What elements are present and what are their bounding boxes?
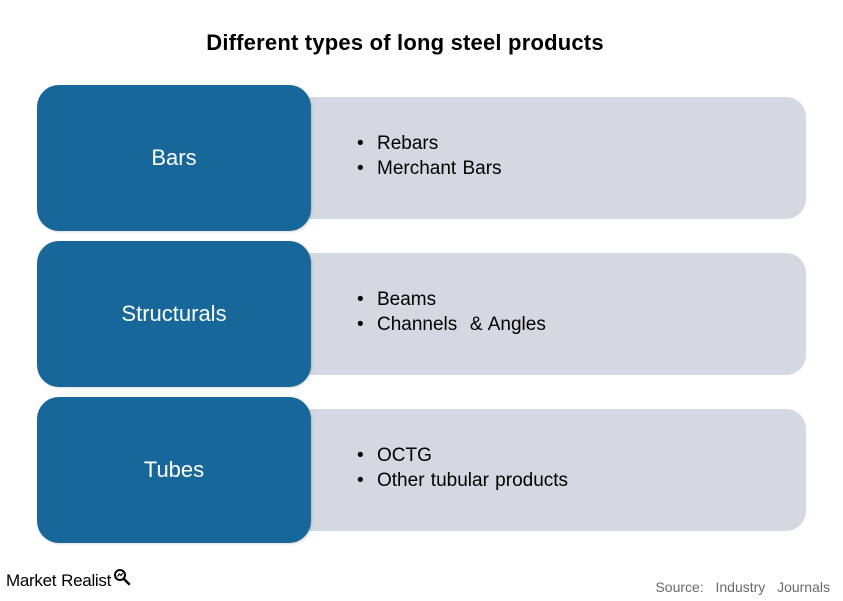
list-item-label: Rebars (377, 133, 439, 154)
bullet-icon: • (357, 158, 364, 179)
category-box-tubes: Tubes (37, 397, 311, 543)
list-item-label: OCTG (377, 445, 432, 466)
bullet-icon: • (357, 289, 364, 310)
bullet-icon: • (357, 445, 364, 466)
list-item: • Merchant Bars (357, 156, 806, 181)
list-item: • Channels & Angles (357, 312, 806, 337)
bullet-icon: • (357, 470, 364, 491)
detail-list: • OCTG • Other tubular products (357, 443, 806, 493)
list-item-label: Beams (377, 289, 437, 310)
category-label: Tubes (143, 457, 205, 482)
detail-panel: • OCTG • Other tubular products (290, 409, 806, 531)
list-item-label: Channels & Angles (377, 314, 546, 335)
logo-text-realist: Realist (61, 571, 112, 590)
bullet-icon: • (357, 314, 364, 335)
list-item: • Beams (357, 287, 806, 312)
detail-panel: • Rebars • Merchant Bars (290, 97, 806, 219)
category-box-bars: Bars (37, 85, 311, 231)
list-item-label: Other tubular products (377, 470, 569, 491)
brand-logo: Market Realist (6, 568, 131, 593)
bullet-icon: • (357, 133, 364, 154)
category-label: Structurals (121, 301, 227, 326)
source-note: Source: Industry Journals (655, 579, 830, 595)
list-item-label: Merchant Bars (377, 158, 502, 179)
category-row-bars: • Rebars • Merchant Bars Bars (0, 85, 843, 231)
list-item: • OCTG (357, 443, 806, 468)
category-row-tubes: • OCTG • Other tubular products Tubes (0, 397, 843, 543)
category-label: Bars (151, 145, 197, 170)
detail-list: • Rebars • Merchant Bars (357, 131, 806, 181)
detail-panel: • Beams • Channels & Angles (290, 253, 806, 375)
detail-list: • Beams • Channels & Angles (357, 287, 806, 337)
chart-title: Different types of long steel products (206, 30, 604, 55)
category-row-structurals: • Beams • Channels & Angles Structurals (0, 241, 843, 387)
logo-text-market: Market (6, 571, 57, 590)
list-item: • Rebars (357, 131, 806, 156)
category-box-structurals: Structurals (37, 241, 311, 387)
magnifier-icon (114, 568, 131, 585)
list-item: • Other tubular products (357, 468, 806, 493)
